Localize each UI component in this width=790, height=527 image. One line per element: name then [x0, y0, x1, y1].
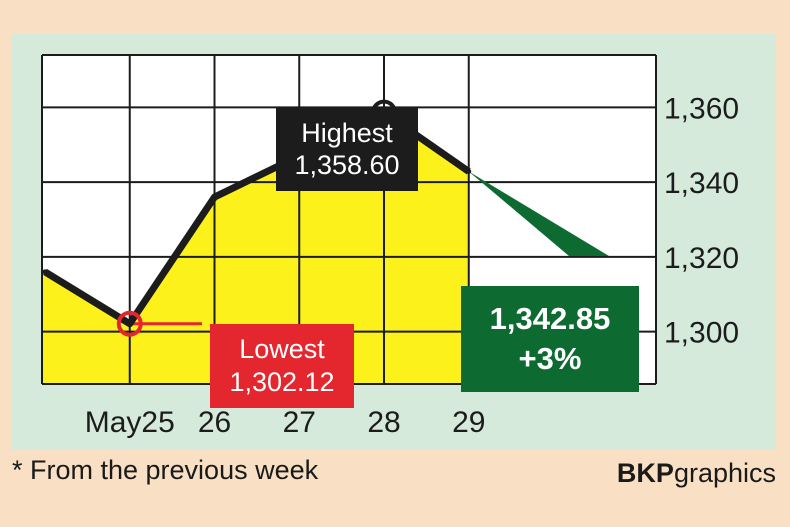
line-chart: 1,300 1,320 1,340 1,360 May25 26 27 28 29 [41, 54, 739, 439]
data-point [466, 168, 472, 174]
y-tick-label: 1,360 [664, 92, 739, 125]
credit-regular: graphics [673, 458, 776, 488]
highest-label: Highest [301, 118, 393, 148]
y-tick-label: 1,320 [664, 242, 739, 275]
x-tick-label: 26 [198, 406, 231, 439]
footnote: * From the previous week [12, 455, 319, 485]
chart-panel: 1,300 1,320 1,340 1,360 May25 26 27 28 29 Highes… [12, 34, 776, 450]
close-value: 1,342.85 [489, 301, 611, 336]
credit: BKPgraphics [617, 458, 776, 489]
lowest-marker [116, 310, 143, 337]
close-change: +3% [518, 341, 582, 376]
highest-value: 1,358.60 [294, 150, 400, 180]
highest-callout: Highest 1,358.60 [276, 107, 418, 191]
data-point [42, 269, 48, 275]
x-tick-label: May25 [85, 406, 175, 439]
lowest-label: Lowest [239, 334, 325, 364]
x-tick-label: 28 [367, 406, 400, 439]
lowest-value: 1,302.12 [229, 367, 335, 397]
x-tick-label: 27 [283, 406, 316, 439]
x-tick-label: 29 [452, 406, 485, 439]
close-callout: 1,342.85 +3% [461, 286, 639, 392]
y-tick-label: 1,340 [664, 167, 739, 200]
lowest-callout: Lowest 1,302.12 [210, 324, 354, 408]
close-pointer [468, 171, 609, 256]
y-tick-label: 1,300 [664, 317, 739, 350]
data-point [127, 321, 133, 327]
data-point [212, 194, 217, 200]
credit-bold: BKP [616, 458, 674, 488]
